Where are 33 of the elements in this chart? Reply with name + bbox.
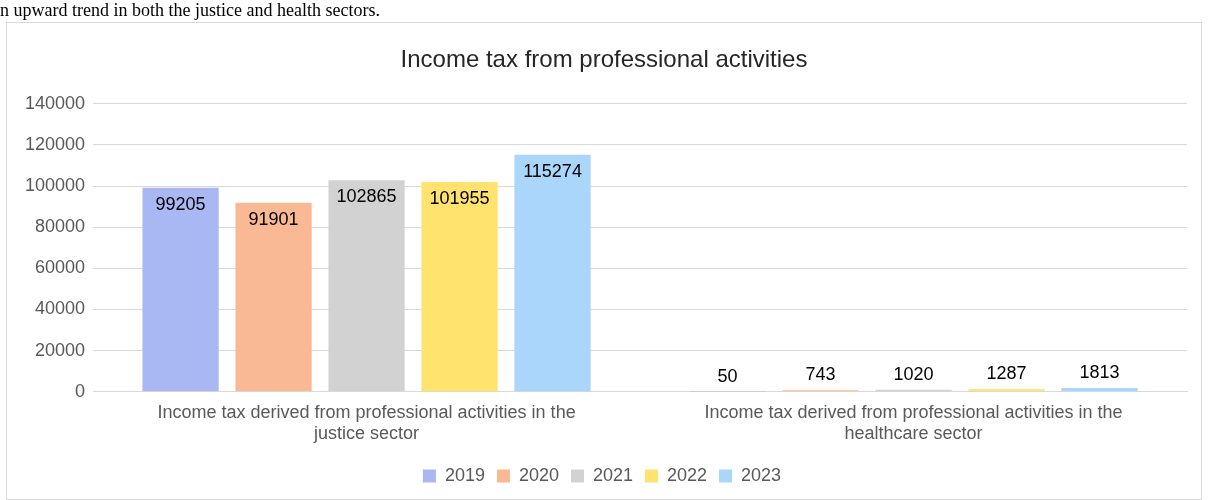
- y-tick-label: 120000: [24, 133, 86, 154]
- data-label: 99205: [155, 193, 206, 214]
- data-label: 91901: [248, 208, 299, 229]
- bar: [142, 187, 219, 392]
- bar: [514, 154, 591, 392]
- x-tick-label: Income tax derived from professional activities in the healthcare sector: [704, 401, 1123, 444]
- data-label: 50: [717, 365, 738, 386]
- data-label: 102865: [336, 186, 397, 207]
- y-tick-label: 0: [75, 380, 86, 401]
- y-tick-label: 40000: [35, 298, 86, 319]
- legend-label: 2022: [667, 464, 708, 485]
- bar: [421, 182, 498, 392]
- legend-label: 2021: [592, 464, 634, 485]
- data-label: 1287: [986, 363, 1027, 384]
- data-label: 743: [805, 364, 836, 385]
- data-label: 1813: [1079, 362, 1120, 383]
- bar: [1061, 388, 1138, 392]
- legend-label: 2020: [518, 464, 559, 485]
- y-tick-label: 100000: [24, 175, 86, 196]
- text: n upward trend in both the justice and health sectors.: [0, 0, 380, 20]
- bar: [235, 202, 312, 392]
- chart-title: Income tax from professional activities: [399, 45, 809, 73]
- y-tick-label: 20000: [35, 339, 86, 360]
- y-tick-label: 60000: [35, 257, 86, 278]
- data-label: 115274: [523, 160, 582, 181]
- legend-label: 2019: [444, 464, 485, 485]
- x-tick-label: Income tax derived from professional activities in the justice sector: [157, 401, 576, 444]
- bar: [968, 389, 1045, 392]
- data-label: 1020: [893, 363, 934, 384]
- y-tick-label: 140000: [24, 92, 86, 113]
- data-label: 101955: [429, 188, 490, 209]
- y-tick-label: 80000: [35, 216, 86, 237]
- legend-label: 2023: [741, 464, 782, 485]
